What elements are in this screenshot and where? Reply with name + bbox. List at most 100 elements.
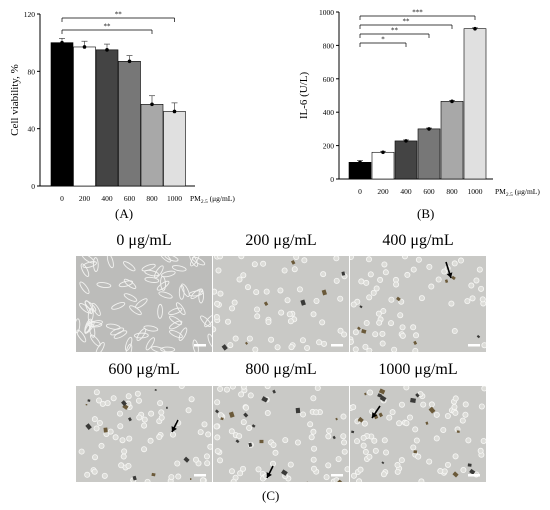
- cell: [133, 332, 149, 339]
- particle: [396, 296, 401, 302]
- bar: [50, 42, 74, 187]
- cell: [369, 408, 376, 415]
- cell: [229, 305, 236, 312]
- cell: [410, 266, 417, 273]
- micrograph-800: [213, 386, 349, 482]
- particle: [456, 430, 460, 433]
- cell: [335, 456, 342, 463]
- cell: [344, 466, 349, 473]
- cell: [451, 403, 458, 410]
- particle: [261, 396, 269, 403]
- cell: [415, 453, 422, 460]
- cell: [158, 414, 165, 421]
- cell: [481, 386, 486, 392]
- cell: [145, 337, 155, 351]
- particle: [425, 421, 429, 425]
- micrograph-200: [213, 256, 349, 352]
- cell: [240, 386, 247, 390]
- cell: [323, 474, 330, 481]
- particle: [415, 392, 420, 398]
- cell: [79, 302, 92, 314]
- particle: [357, 326, 361, 331]
- cell: [426, 458, 433, 465]
- cell: [265, 319, 272, 326]
- cell: [136, 414, 143, 421]
- particle: [469, 468, 476, 475]
- cell: [116, 410, 123, 417]
- particle: [221, 344, 228, 351]
- cell: [168, 307, 183, 316]
- cell: [460, 467, 467, 474]
- cell: [313, 409, 320, 416]
- cell: [88, 320, 103, 327]
- cell: [361, 420, 368, 427]
- cell: [352, 346, 359, 352]
- cell: [95, 342, 105, 352]
- cell: [84, 318, 93, 333]
- cell: [113, 330, 128, 339]
- particle: [228, 411, 235, 418]
- cell: [366, 294, 373, 301]
- cell: [112, 434, 119, 441]
- cell: [101, 472, 108, 479]
- cell: [144, 269, 159, 277]
- arrow-head: [266, 472, 272, 478]
- cell: [105, 323, 121, 330]
- cell: [350, 472, 357, 479]
- cell: [87, 321, 103, 328]
- cell: [372, 447, 379, 454]
- micrograph-image: [350, 256, 486, 352]
- cell: [379, 340, 386, 347]
- cell: [412, 426, 419, 433]
- particle: [381, 461, 385, 465]
- x-tick-label: 600: [423, 187, 435, 196]
- cell: [161, 270, 176, 278]
- cell: [426, 263, 433, 270]
- micrograph-title-600: 600 μg/mL: [108, 361, 180, 378]
- cell: [214, 300, 221, 307]
- cell: [325, 433, 332, 440]
- cell: [197, 429, 204, 436]
- cell: [120, 453, 127, 460]
- cell: [350, 301, 357, 308]
- particle: [151, 472, 156, 477]
- cell: [110, 395, 117, 402]
- cell: [199, 477, 206, 482]
- significance-label: ***: [412, 9, 423, 17]
- cell: [134, 390, 141, 397]
- cell: [304, 344, 311, 351]
- cell: [448, 300, 455, 307]
- cell: [117, 423, 124, 430]
- significance-label: *: [381, 36, 385, 44]
- micrograph-title-400: 400 μg/mL: [382, 232, 454, 249]
- bar: [348, 162, 372, 180]
- cell: [287, 461, 294, 468]
- cell: [217, 412, 224, 419]
- cell: [399, 324, 406, 331]
- cell: [160, 346, 176, 352]
- mean-point: [60, 40, 64, 45]
- particle: [357, 416, 364, 423]
- cell: [223, 386, 230, 393]
- cell: [366, 453, 373, 460]
- cell: [231, 299, 238, 306]
- cell: [178, 327, 188, 341]
- particle: [377, 393, 383, 398]
- cell: [473, 277, 480, 284]
- cell: [481, 342, 486, 349]
- y-tick-label: 120: [24, 10, 36, 19]
- cell: [272, 449, 279, 456]
- cell: [388, 296, 395, 303]
- cell: [476, 266, 483, 273]
- cell: [229, 386, 236, 390]
- cell: [459, 417, 466, 424]
- cell: [260, 260, 267, 267]
- arrow-head: [446, 272, 453, 278]
- mean-point: [427, 127, 431, 131]
- cell: [252, 346, 259, 352]
- cell: [350, 256, 354, 261]
- cell: [174, 460, 181, 467]
- cell: [452, 453, 459, 460]
- cell: [201, 421, 208, 428]
- bar: [95, 49, 119, 187]
